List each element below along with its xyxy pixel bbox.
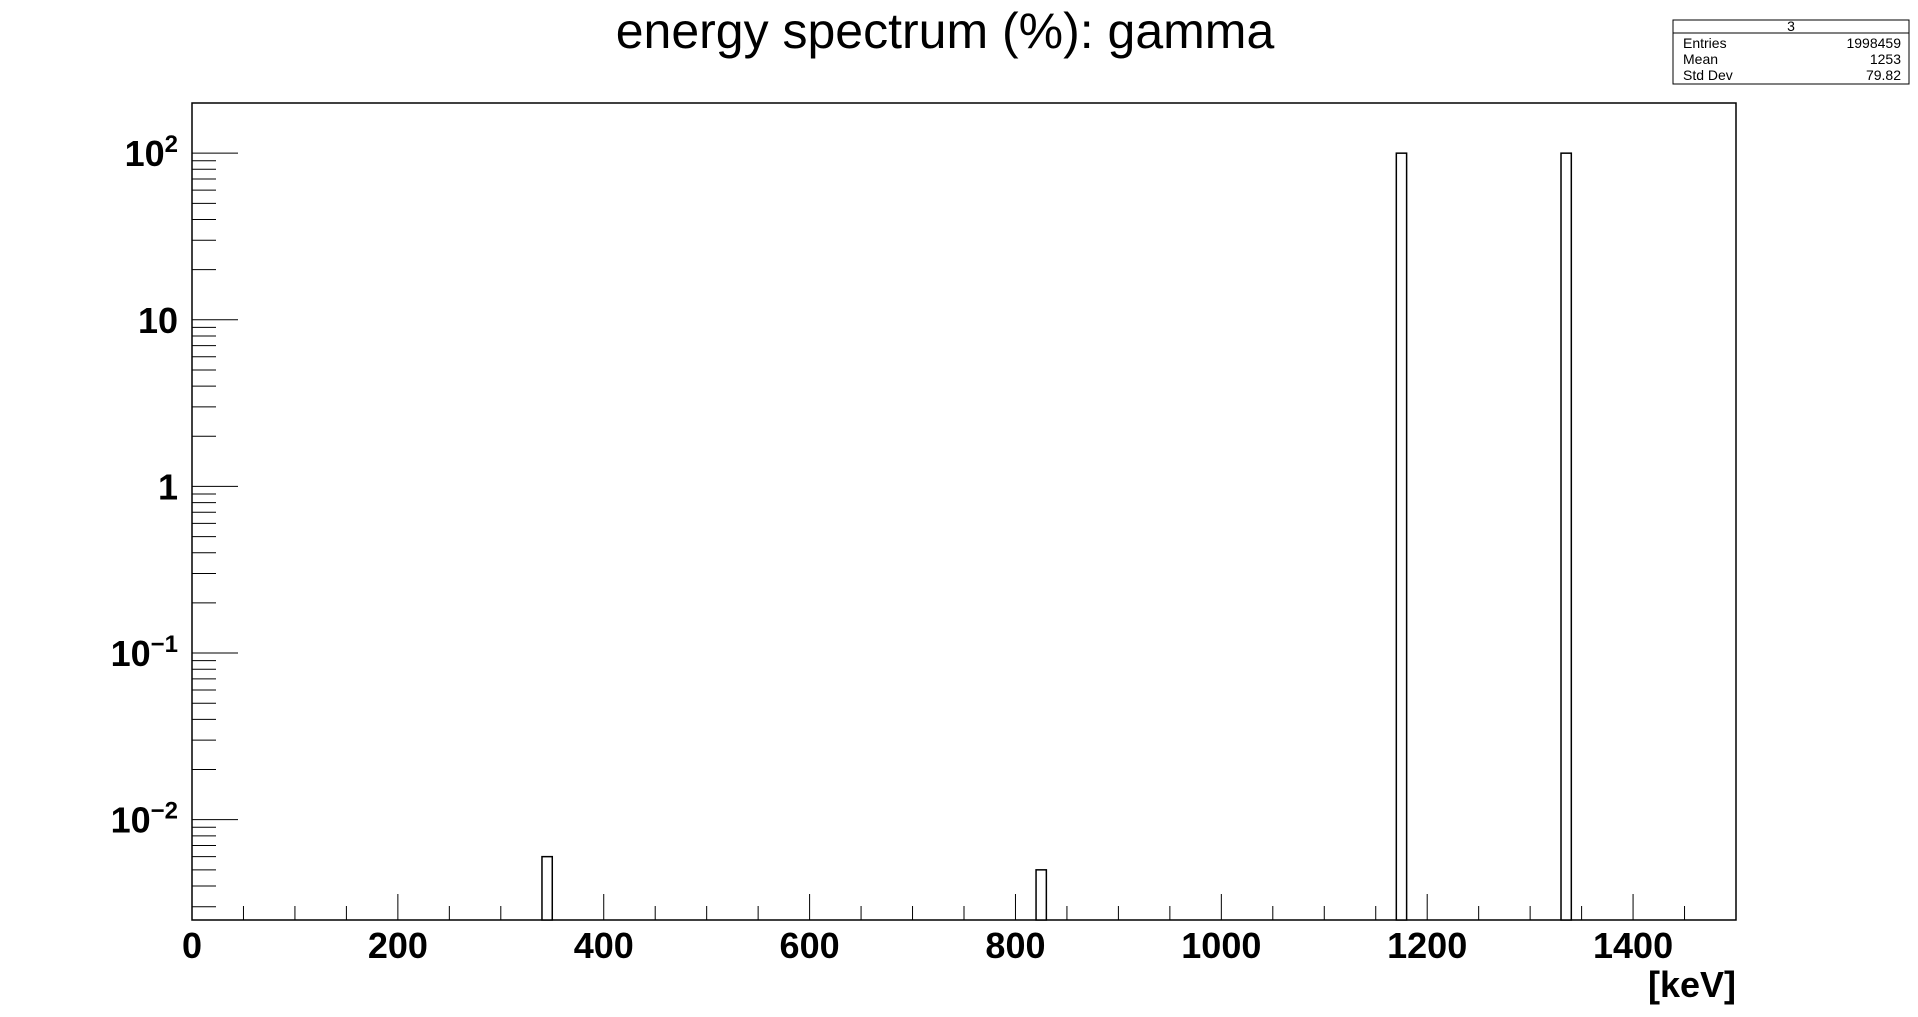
y-tick-label: 10−2 [111,798,178,841]
stats-stddev-label: Std Dev [1683,67,1733,83]
y-tick-label: 1 [158,466,178,507]
y-axis: 10−2 10−1 1 10 102 [111,102,238,908]
x-tick-label: 0 [182,925,202,966]
x-axis-title: [keV] [1648,964,1736,1005]
chart-title: energy spectrum (%): gamma [616,3,1275,59]
stats-stddev-value: 79.82 [1866,67,1901,83]
x-tick-label: 1000 [1181,925,1261,966]
x-tick-label: 400 [574,925,634,966]
x-tick-label: 800 [985,925,1045,966]
histogram-bar-0 [541,855,554,921]
plot-frame [191,102,1737,921]
stats-mean-label: Mean [1683,51,1718,67]
stats-entries-value: 1998459 [1846,35,1901,51]
x-tick-label: 1200 [1387,925,1467,966]
x-tick-label: 1400 [1593,925,1673,966]
y-tick-label: 102 [125,131,178,174]
y-tick-label: 10 [138,300,178,341]
histogram-bar-3 [1560,152,1573,921]
histogram-bars [541,152,1573,921]
x-tick-label: 600 [780,925,840,966]
x-tick-label: 200 [368,925,428,966]
y-tick-label: 10−1 [111,631,178,674]
x-axis: 0 200 400 600 800 1000 1200 1400 [182,894,1686,966]
stats-box[interactable]: 3 Entries 1998459 Mean 1253 Std Dev 79.8… [1672,18,1910,85]
stats-box-frame [1672,19,1910,85]
histogram-bar-1 [1035,869,1048,921]
stats-mean-value: 1253 [1870,51,1901,67]
stats-entries-label: Entries [1683,35,1727,51]
stats-box-name: 3 [1787,18,1795,34]
histogram-bar-2 [1395,152,1408,921]
